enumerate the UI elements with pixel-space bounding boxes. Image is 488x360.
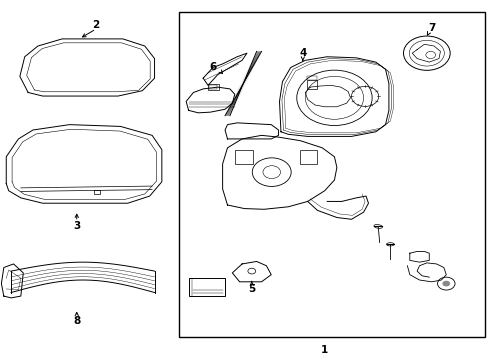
Bar — [207, 84, 218, 90]
Bar — [179, 12, 484, 337]
Bar — [209, 85, 217, 89]
Bar — [188, 278, 224, 296]
Text: 8: 8 — [73, 316, 80, 326]
Text: 3: 3 — [73, 221, 80, 231]
Bar — [306, 76, 317, 80]
Bar — [234, 150, 253, 164]
Text: 5: 5 — [248, 284, 255, 294]
Text: 7: 7 — [427, 23, 434, 33]
Bar — [300, 150, 317, 164]
Bar — [94, 190, 100, 194]
Text: 6: 6 — [209, 63, 216, 72]
Circle shape — [442, 281, 449, 287]
Text: 1: 1 — [321, 345, 327, 355]
Bar — [306, 80, 317, 89]
Polygon shape — [224, 51, 261, 116]
Text: 2: 2 — [92, 19, 100, 30]
Text: 4: 4 — [299, 48, 306, 58]
